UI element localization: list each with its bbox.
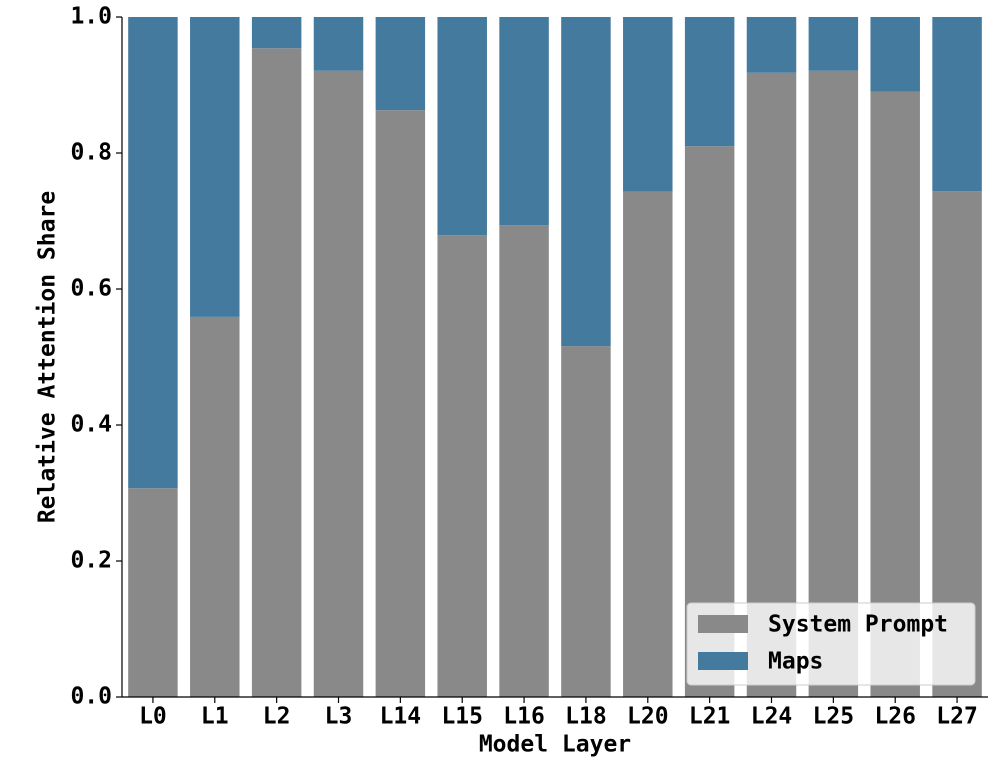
bar-segment xyxy=(746,72,797,697)
legend-label: System Prompt xyxy=(768,612,948,638)
legend-box xyxy=(686,602,976,686)
bar-segment xyxy=(870,17,920,92)
bar-segment xyxy=(808,70,859,698)
x-tick-label: L2 xyxy=(263,704,291,730)
legend-label: Maps xyxy=(768,649,823,675)
x-tick-label: L24 xyxy=(751,704,793,730)
bar-segment xyxy=(623,17,673,192)
bar-segment xyxy=(870,91,920,698)
x-tick-label: L26 xyxy=(874,704,916,730)
bar-segment xyxy=(375,110,426,697)
x-tick-label: L1 xyxy=(201,704,229,730)
x-tick-label: L0 xyxy=(139,704,167,730)
y-tick-label: 1.0 xyxy=(70,4,112,30)
legend-swatch xyxy=(698,652,748,670)
x-tick-label: L21 xyxy=(689,704,731,730)
bar-segment xyxy=(251,17,302,49)
bar-segment xyxy=(623,191,673,697)
y-tick-label: 0.4 xyxy=(70,412,112,438)
bar-segment xyxy=(375,17,426,111)
x-tick-label: L3 xyxy=(325,704,353,730)
x-tick-label: L27 xyxy=(936,704,978,730)
bar-segment xyxy=(313,17,364,71)
bar-segment xyxy=(437,17,487,236)
bar-segment xyxy=(561,346,611,697)
bar-segment xyxy=(932,17,982,192)
bar-segment xyxy=(499,225,549,697)
bar-segment xyxy=(190,17,240,317)
bar-segment xyxy=(499,17,549,226)
x-axis-label: Model Layer xyxy=(479,732,631,758)
x-tick-label: L14 xyxy=(380,704,422,730)
x-tick-label: L25 xyxy=(813,704,855,730)
bar-segment xyxy=(746,17,797,73)
bar-segment xyxy=(190,316,240,697)
bar-segment xyxy=(128,488,178,697)
legend-swatch xyxy=(698,615,748,633)
y-axis-label: Relative Attention Share xyxy=(35,191,61,523)
bar-segment xyxy=(251,48,302,697)
bar-segment xyxy=(313,70,364,698)
bar-segment xyxy=(684,17,735,147)
bar-segment xyxy=(437,235,487,697)
y-tick-label: 0.0 xyxy=(70,684,112,710)
y-tick-label: 0.2 xyxy=(70,548,112,574)
x-tick-label: L18 xyxy=(565,704,607,730)
x-tick-label: L20 xyxy=(627,704,669,730)
y-tick-label: 0.6 xyxy=(70,276,112,302)
legend: System Prompt Maps xyxy=(686,602,976,686)
x-tick-label: L16 xyxy=(503,704,545,730)
x-tick-label: L15 xyxy=(441,704,483,730)
bar-segment xyxy=(561,17,611,347)
bar-segment xyxy=(128,17,178,489)
y-tick-label: 0.8 xyxy=(70,140,112,166)
bar-segment xyxy=(808,17,859,71)
